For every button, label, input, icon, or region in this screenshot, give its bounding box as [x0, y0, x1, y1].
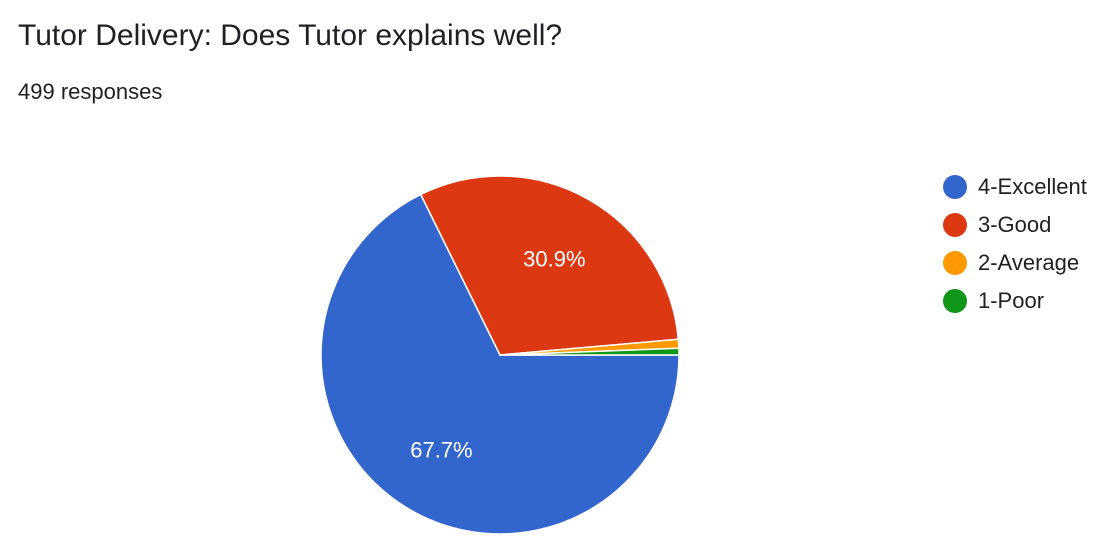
- legend-label: 3-Good: [978, 212, 1052, 237]
- pie-slice-labels: 67.7% 30.9%: [410, 246, 585, 462]
- pie-slices: [320, 175, 680, 535]
- pie-slice-4-excellent[interactable]: [320, 193, 680, 535]
- legend-color-swatch: [943, 175, 967, 199]
- response-count: 499 responses: [18, 79, 163, 104]
- legend-label: 2-Average: [978, 250, 1080, 275]
- legend-color-swatch: [943, 213, 967, 237]
- legend-label: 4-Excellent: [978, 174, 1087, 199]
- pie-slice-1-poor[interactable]: [499, 347, 680, 356]
- legend-color-swatch: [943, 251, 967, 275]
- legend-item[interactable]: 1-Poor: [943, 282, 1087, 320]
- legend-label: 1-Poor: [978, 288, 1045, 313]
- legend-item[interactable]: 3-Good: [943, 206, 1087, 244]
- slice-label-4-excellent: 67.7%: [410, 437, 472, 462]
- legend-item[interactable]: 2-Average: [943, 244, 1087, 282]
- legend: 4-Excellent 3-Good 2-Average 1-Poor: [943, 168, 1087, 320]
- legend-color-swatch: [943, 289, 967, 313]
- legend-item[interactable]: 4-Excellent: [943, 168, 1087, 206]
- chart-title: Tutor Delivery: Does Tutor explains well…: [18, 19, 563, 52]
- slice-label-3-good: 30.9%: [523, 246, 585, 271]
- pie-slice-3-good[interactable]: [419, 175, 680, 356]
